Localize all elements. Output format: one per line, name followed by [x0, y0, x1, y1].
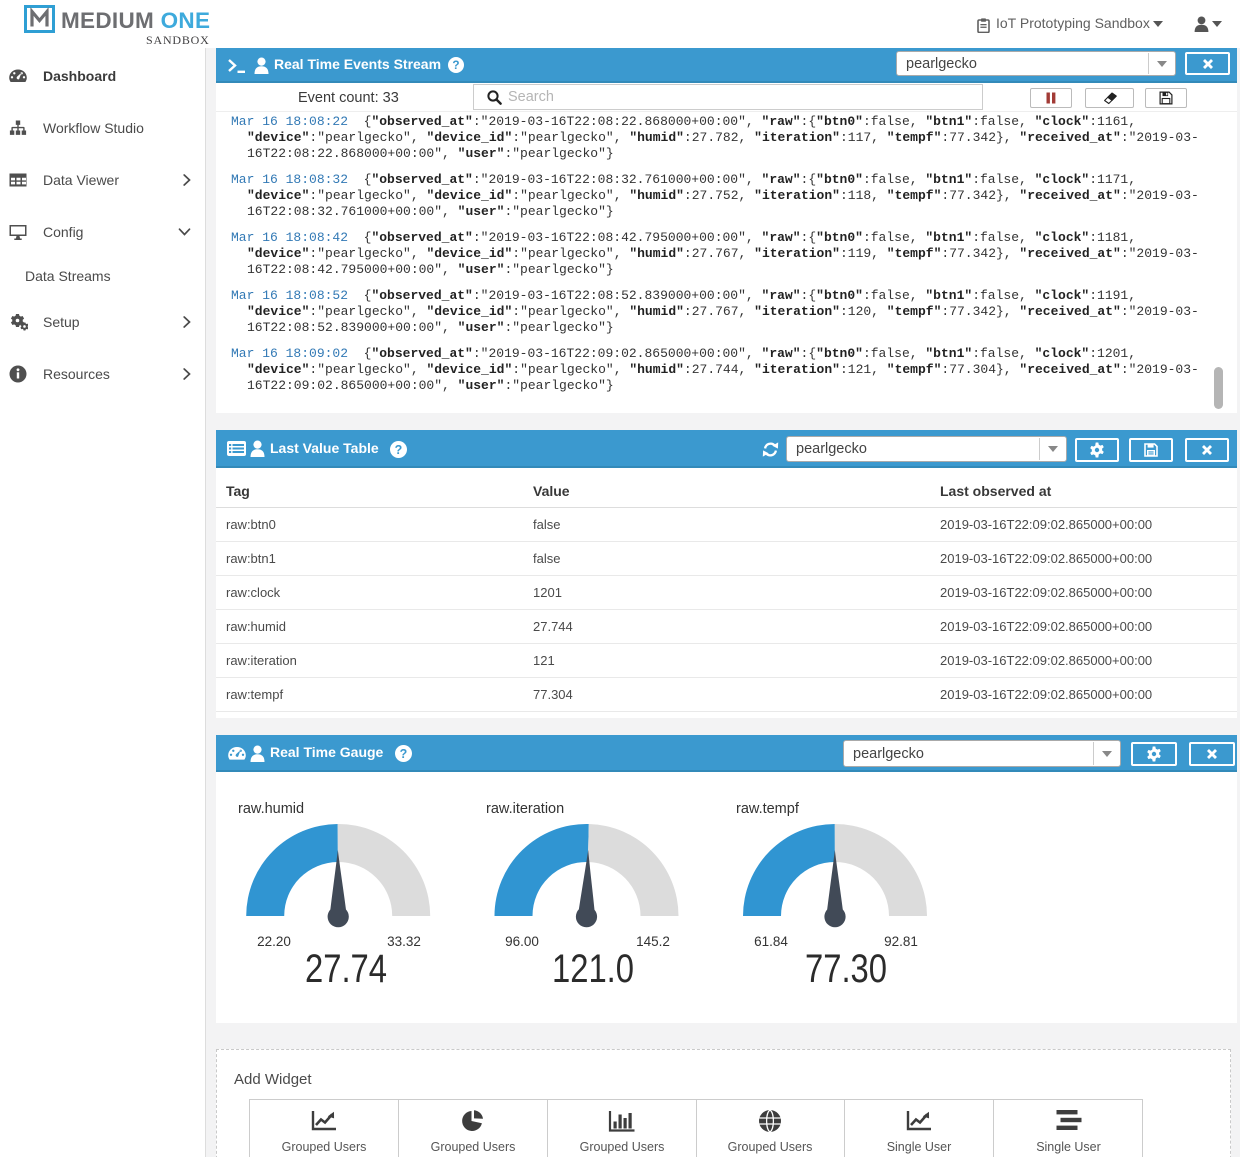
svg-text:?: ?: [452, 59, 459, 72]
svg-text:?: ?: [395, 443, 403, 457]
svg-text:?: ?: [400, 747, 408, 761]
